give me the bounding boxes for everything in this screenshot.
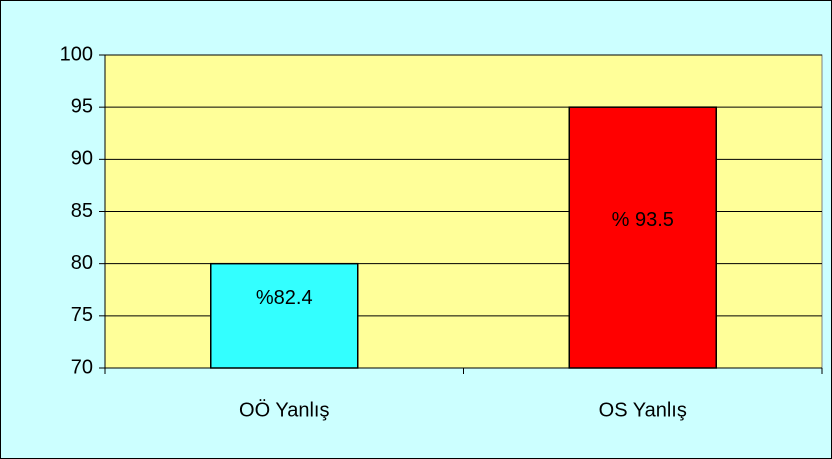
y-tick-label: 100 <box>60 43 93 65</box>
x-tick-label: OS Yanlış <box>599 399 687 421</box>
bar-annotation: % 93.5 <box>612 209 674 231</box>
y-tick-label: 95 <box>71 95 93 117</box>
x-tick-label: OÖ Yanlış <box>239 399 329 421</box>
y-tick-label: 85 <box>71 200 93 222</box>
y-tick-label: 80 <box>71 252 93 274</box>
y-tick-label: 75 <box>71 304 93 326</box>
y-tick-label: 70 <box>71 356 93 378</box>
bar-annotation: %82.4 <box>256 287 313 309</box>
y-tick-label: 90 <box>71 148 93 170</box>
bar <box>210 262 359 369</box>
bar <box>568 106 717 369</box>
